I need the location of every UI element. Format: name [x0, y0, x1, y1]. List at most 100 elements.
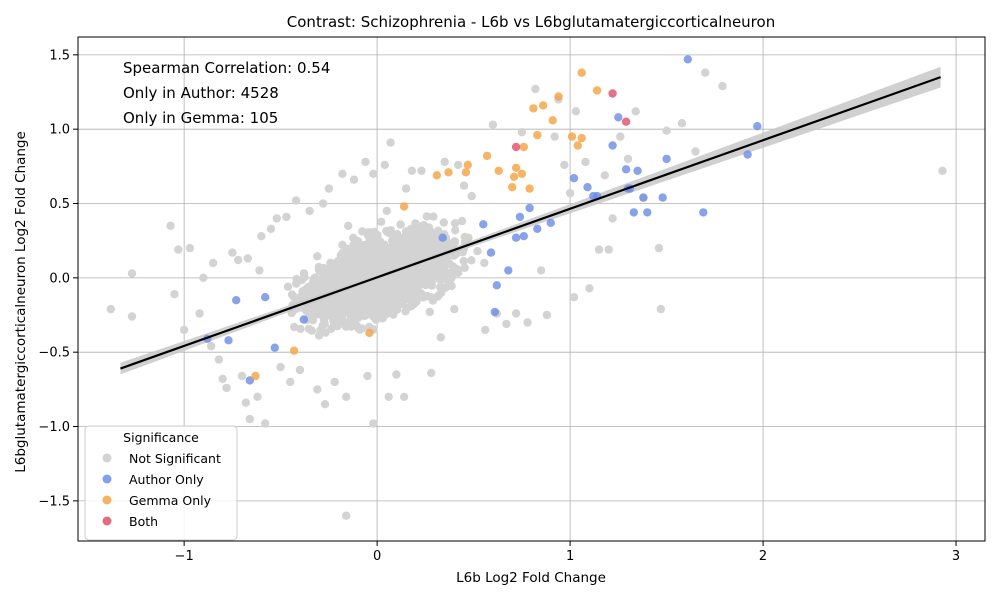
point-not-significant	[207, 342, 216, 351]
point-not-significant	[581, 157, 590, 167]
cloud-point	[357, 324, 367, 333]
legend-label-author-only: Author Only	[129, 472, 204, 487]
cloud-point	[399, 292, 409, 301]
point-not-significant	[127, 269, 137, 278]
point-gemma-only	[529, 104, 538, 113]
cloud-point	[401, 307, 410, 316]
point-not-significant	[571, 107, 581, 116]
point-author-only	[639, 193, 648, 202]
cloud-point	[378, 302, 388, 312]
cloud-point	[397, 242, 406, 252]
cloud-point	[314, 262, 324, 272]
cloud-point	[396, 220, 405, 229]
cloud-point	[289, 292, 299, 302]
point-author-only	[753, 122, 762, 131]
point-not-significant	[106, 304, 116, 314]
point-not-significant	[608, 214, 617, 223]
point-not-significant	[454, 160, 463, 170]
point-not-significant	[427, 368, 436, 378]
point-gemma-only	[577, 133, 586, 143]
point-not-significant	[384, 392, 393, 401]
cloud-point	[403, 279, 412, 288]
y-tick-label: −1.5	[38, 494, 70, 509]
point-not-significant	[600, 171, 609, 180]
point-not-significant	[488, 120, 498, 129]
cloud-point	[422, 228, 432, 238]
point-not-significant	[349, 175, 359, 184]
dense-point-cloud	[283, 212, 489, 340]
cloud-point	[435, 267, 444, 277]
point-author-only	[683, 55, 692, 64]
point-author-only	[504, 266, 513, 275]
point-not-significant	[228, 248, 237, 257]
legend: Significance Not Significant Author Only…	[84, 425, 238, 541]
point-not-significant	[313, 385, 322, 394]
cloud-point	[365, 322, 374, 332]
point-author-only	[699, 208, 708, 217]
cloud-point	[362, 304, 371, 313]
point-not-significant	[241, 398, 251, 407]
point-not-significant	[511, 309, 521, 318]
point-not-significant	[565, 188, 575, 198]
cloud-point	[314, 331, 324, 340]
point-not-significant	[185, 243, 195, 253]
cloud-point	[349, 246, 358, 255]
cloud-point	[459, 256, 468, 266]
y-axis-ticks: −1.5 −1.0 −0.5 0.0 0.5 1.0 1.5	[38, 48, 78, 509]
cloud-point	[300, 273, 309, 282]
cloud-point	[308, 279, 317, 288]
point-author-only	[643, 208, 652, 217]
cloud-point	[384, 303, 394, 312]
point-gemma-only	[519, 142, 528, 152]
point-not-significant	[245, 414, 254, 424]
annotation-only-gemma: Only in Gemma: 105	[123, 109, 278, 127]
point-not-significant	[459, 181, 469, 190]
cloud-point	[283, 282, 293, 291]
point-both	[511, 142, 521, 152]
point-not-significant	[691, 147, 700, 156]
point-not-significant	[305, 206, 314, 216]
x-tick-label: 0	[373, 549, 381, 564]
point-gemma-only	[482, 151, 492, 161]
cloud-point	[314, 276, 324, 285]
legend-box	[84, 425, 238, 541]
cloud-point	[330, 270, 339, 280]
regression-line	[120, 76, 941, 370]
cloud-point	[457, 216, 467, 226]
cloud-point	[326, 258, 335, 267]
point-not-significant	[338, 169, 347, 178]
point-gemma-only	[365, 328, 374, 338]
point-gemma-only	[517, 169, 527, 178]
point-not-significant	[218, 374, 227, 384]
cloud-point	[382, 226, 391, 236]
cloud-point	[411, 230, 420, 239]
x-tick-label: 2	[759, 549, 767, 564]
point-not-significant	[536, 266, 546, 275]
point-not-significant	[253, 392, 262, 401]
point-not-significant	[222, 383, 231, 393]
cloud-point	[416, 271, 426, 280]
point-not-significant	[560, 160, 569, 170]
legend-label-not-significant: Not Significant	[129, 451, 221, 466]
cloud-point	[430, 244, 440, 253]
cloud-point	[308, 316, 318, 325]
point-author-only	[621, 165, 631, 174]
cloud-point	[292, 274, 301, 284]
point-author-only	[629, 208, 638, 217]
cloud-point	[381, 246, 390, 255]
cloud-point	[321, 328, 330, 337]
cloud-point	[323, 273, 332, 282]
legend-label-gemma-only: Gemma Only	[129, 493, 212, 508]
cloud-point	[450, 238, 460, 247]
y-tick-label: 0.0	[49, 271, 70, 286]
point-author-only	[490, 307, 499, 317]
cloud-point	[433, 292, 442, 301]
point-not-significant	[369, 169, 378, 178]
point-not-significant	[631, 107, 640, 116]
point-not-significant	[324, 184, 334, 193]
cloud-point	[329, 316, 338, 325]
point-not-significant	[208, 258, 218, 268]
point-gemma-only	[289, 346, 299, 355]
point-not-significant	[701, 68, 710, 77]
